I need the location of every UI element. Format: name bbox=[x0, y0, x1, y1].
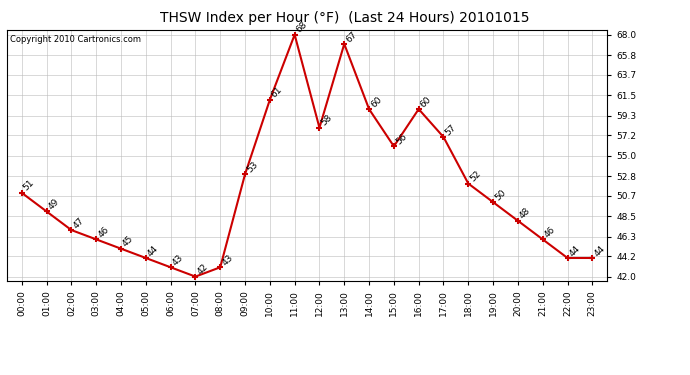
Text: 53: 53 bbox=[245, 160, 259, 174]
Text: 67: 67 bbox=[344, 30, 359, 44]
Text: 44: 44 bbox=[592, 244, 607, 258]
Text: 68: 68 bbox=[295, 20, 309, 34]
Text: 51: 51 bbox=[22, 178, 37, 193]
Text: 45: 45 bbox=[121, 234, 135, 249]
Text: 50: 50 bbox=[493, 188, 508, 202]
Text: 44: 44 bbox=[567, 244, 582, 258]
Text: 60: 60 bbox=[369, 94, 384, 109]
Text: Copyright 2010 Cartronics.com: Copyright 2010 Cartronics.com bbox=[10, 35, 141, 44]
Text: 61: 61 bbox=[270, 85, 284, 100]
Text: 58: 58 bbox=[319, 113, 334, 128]
Text: 56: 56 bbox=[394, 132, 408, 146]
Text: 46: 46 bbox=[543, 225, 557, 239]
Text: 48: 48 bbox=[518, 206, 532, 221]
Text: THSW Index per Hour (°F)  (Last 24 Hours) 20101015: THSW Index per Hour (°F) (Last 24 Hours)… bbox=[160, 11, 530, 25]
Text: 57: 57 bbox=[444, 123, 458, 137]
Text: 60: 60 bbox=[419, 94, 433, 109]
Text: 46: 46 bbox=[96, 225, 110, 239]
Text: 47: 47 bbox=[71, 216, 86, 230]
Text: 49: 49 bbox=[47, 197, 61, 211]
Text: 43: 43 bbox=[220, 253, 235, 267]
Text: 52: 52 bbox=[469, 169, 483, 183]
Text: 42: 42 bbox=[195, 262, 210, 277]
Text: 44: 44 bbox=[146, 244, 160, 258]
Text: 43: 43 bbox=[170, 253, 185, 267]
